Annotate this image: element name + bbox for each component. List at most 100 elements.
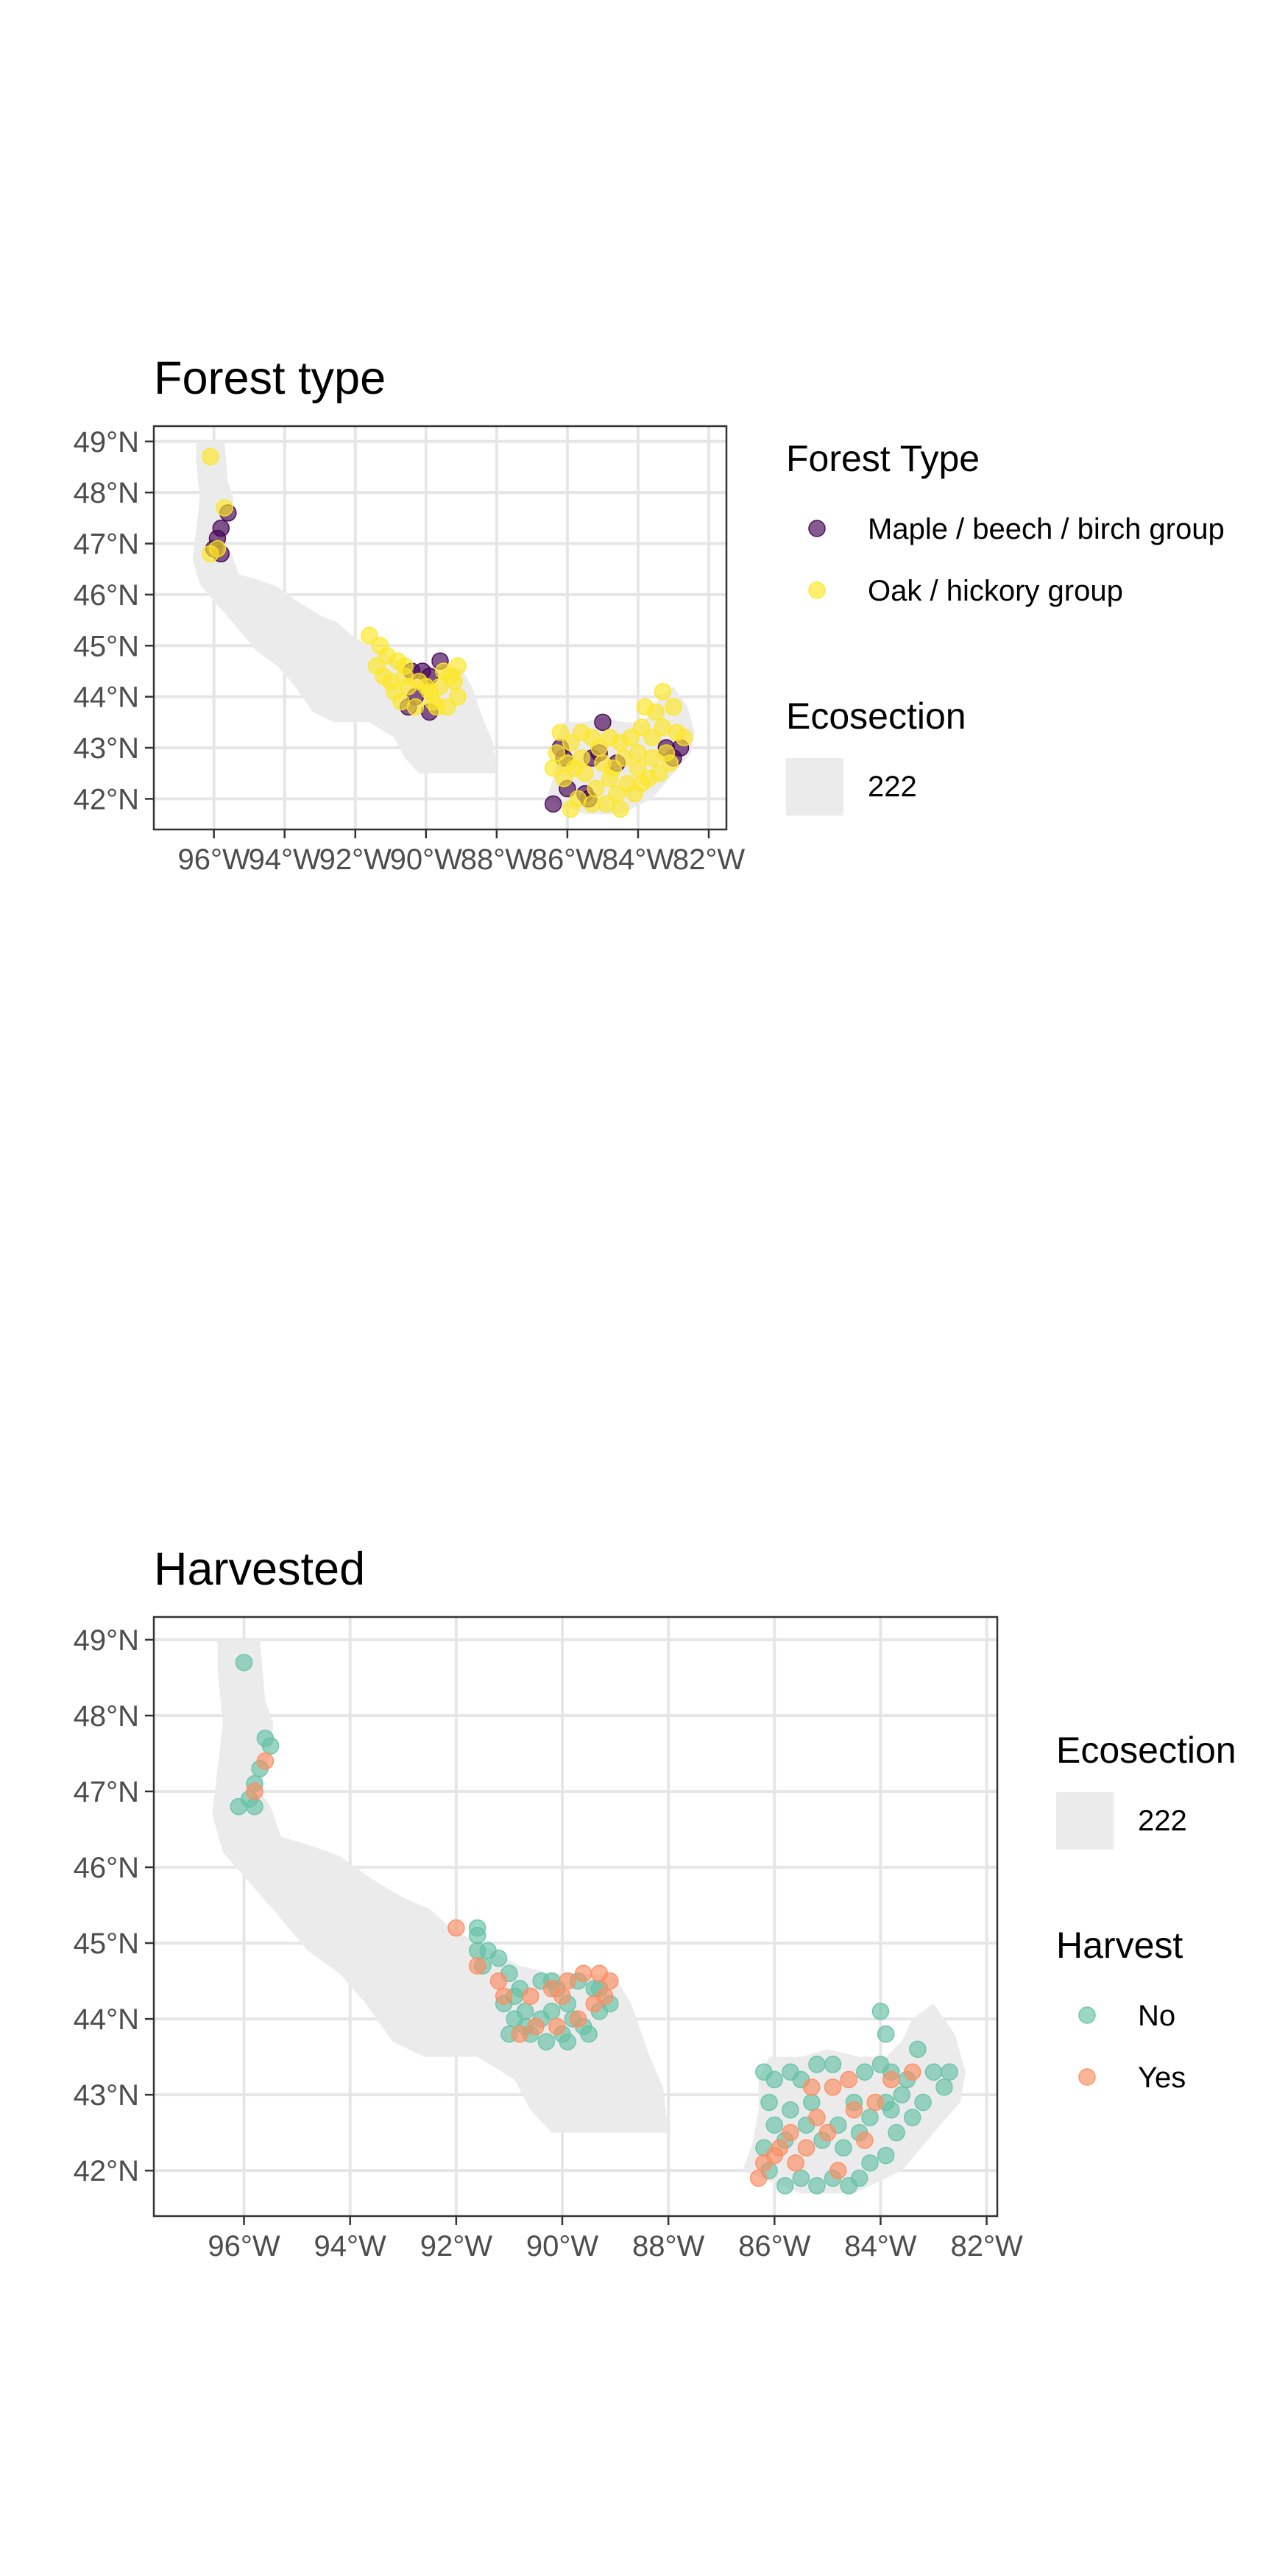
- plot-point: [866, 2093, 884, 2112]
- x-tick-label: 84°W: [602, 843, 674, 876]
- legend-title: Harvest: [1056, 1925, 1183, 1966]
- plot-point: [261, 1737, 280, 1755]
- plot-point: [548, 2017, 566, 2036]
- plot-point: [861, 2154, 879, 2172]
- plot-point: [893, 2086, 911, 2103]
- y-tick-label: 46°N: [74, 1852, 139, 1884]
- plot-point: [632, 718, 651, 737]
- plot-point: [417, 678, 435, 696]
- plot-point: [808, 2177, 826, 2195]
- plot-point: [542, 2003, 561, 2020]
- plot-point: [246, 1783, 263, 1800]
- plot-point: [903, 2063, 921, 2081]
- plot-point: [802, 2078, 821, 2096]
- plot-point: [888, 2123, 905, 2142]
- plot-point: [877, 2146, 895, 2165]
- plot-point: [495, 1987, 513, 2005]
- plot-point: [877, 2025, 895, 2043]
- plot-point: [562, 734, 580, 751]
- plot-point: [208, 539, 227, 558]
- x-tick-label: 94°W: [314, 2230, 386, 2262]
- plot-point: [573, 749, 590, 767]
- plot-point: [755, 2154, 773, 2172]
- plot-point: [808, 2056, 826, 2073]
- y-tick-label: 47°N: [74, 528, 139, 561]
- x-tick-label: 92°W: [420, 2230, 492, 2262]
- plot-point: [551, 723, 570, 741]
- plot-point: [396, 657, 414, 675]
- plot-point: [665, 698, 682, 716]
- legend-key-point: [1078, 2068, 1096, 2086]
- legend-title: Forest Type: [786, 438, 980, 479]
- plot-point: [840, 2070, 857, 2089]
- legend-forest-type: Forest Type Maple / beech / birch group Oa…: [786, 438, 1225, 607]
- legend-label: Oak / hickory group: [868, 575, 1123, 607]
- x-tick-label: 88°W: [632, 2230, 704, 2262]
- plot-point: [428, 698, 445, 716]
- plot-point: [776, 2177, 794, 2195]
- plot-point: [230, 1797, 248, 1816]
- plot-point: [782, 2101, 799, 2119]
- plot-point: [765, 2070, 784, 2089]
- plot-point: [771, 2139, 789, 2157]
- plot-point: [914, 2093, 932, 2112]
- legend-key-point: [1078, 2006, 1096, 2024]
- plot-point: [580, 2025, 598, 2043]
- y-tick-label: 46°N: [74, 579, 139, 612]
- plot-point: [202, 447, 219, 466]
- plot-point: [489, 1949, 508, 1967]
- plot-point: [765, 2116, 784, 2134]
- plot-point: [594, 713, 612, 732]
- y-tick-label: 49°N: [74, 426, 139, 459]
- plot-point: [375, 668, 392, 685]
- y-tick-label: 45°N: [74, 630, 139, 662]
- y-tick-label: 45°N: [74, 1928, 139, 1960]
- x-tick-label: 84°W: [844, 2230, 916, 2262]
- legend-key-point: [808, 520, 826, 537]
- x-tick-label: 96°W: [178, 843, 250, 876]
- plot-point: [636, 698, 654, 716]
- plot-point: [559, 2033, 576, 2050]
- plot-point: [760, 2093, 778, 2112]
- plot-point: [246, 1797, 263, 1816]
- x-tick-label: 94°W: [249, 843, 321, 876]
- plot-point: [787, 2154, 804, 2172]
- legend-key-patch: [786, 758, 843, 815]
- series-yes: [246, 1752, 921, 2187]
- plot-point: [654, 682, 672, 701]
- panel-border: [152, 1616, 999, 2218]
- legend-label: Yes: [1138, 2062, 1186, 2094]
- plot-point: [601, 1972, 619, 1990]
- plot-point: [569, 2010, 587, 2028]
- y-tick-label: 49°N: [74, 1624, 139, 1657]
- legend-label: No: [1138, 2000, 1175, 2032]
- plot-point: [924, 2063, 943, 2081]
- plot-point: [575, 1964, 592, 1983]
- plot-point: [400, 678, 417, 696]
- panel-title: Forest type: [154, 353, 386, 404]
- plot-point: [824, 2078, 842, 2096]
- x-tick-label: 82°W: [950, 2230, 1022, 2262]
- plot-point: [583, 795, 601, 813]
- plot-point: [447, 1919, 465, 1937]
- plot-point: [629, 760, 647, 777]
- map-content: [154, 1617, 997, 2216]
- plot-point: [622, 729, 640, 746]
- harvested-map-panel: Harvested 49°N 48°N 47°N 46°N 45°N 44°N 43°N 42°…: [74, 1543, 1236, 2262]
- plot-point: [595, 1987, 614, 2005]
- plot-point: [840, 2177, 857, 2195]
- x-tick-label: 92°W: [319, 843, 392, 876]
- plot-point: [856, 2063, 874, 2081]
- series-oak-hickory-group: [202, 447, 693, 818]
- plot-point: [941, 2063, 958, 2081]
- x-tick-label: 82°W: [673, 843, 745, 876]
- plot-point: [468, 1927, 486, 1945]
- plot-point: [845, 2101, 863, 2119]
- plot-point: [657, 744, 676, 762]
- plot-point: [861, 2109, 879, 2126]
- y-tick-label: 43°N: [74, 732, 139, 765]
- plot-point: [749, 2169, 768, 2187]
- plot-point: [235, 1654, 253, 1671]
- plot-point: [516, 2003, 534, 2020]
